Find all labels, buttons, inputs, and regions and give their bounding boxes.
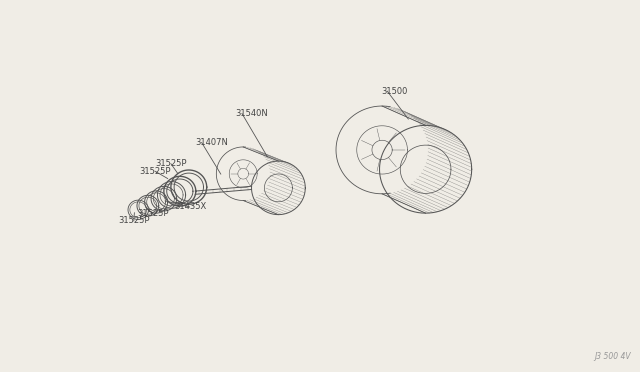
Text: 31525P: 31525P bbox=[138, 209, 169, 218]
Text: 31525P: 31525P bbox=[140, 167, 171, 176]
Text: 31525P: 31525P bbox=[156, 159, 187, 168]
Text: 31407N: 31407N bbox=[195, 138, 228, 147]
Text: 31525P: 31525P bbox=[118, 217, 150, 225]
Text: 31500: 31500 bbox=[381, 87, 407, 96]
Text: 31540N: 31540N bbox=[236, 109, 268, 118]
Text: J3 500 4V: J3 500 4V bbox=[594, 352, 630, 361]
Text: 31435X: 31435X bbox=[174, 202, 206, 211]
